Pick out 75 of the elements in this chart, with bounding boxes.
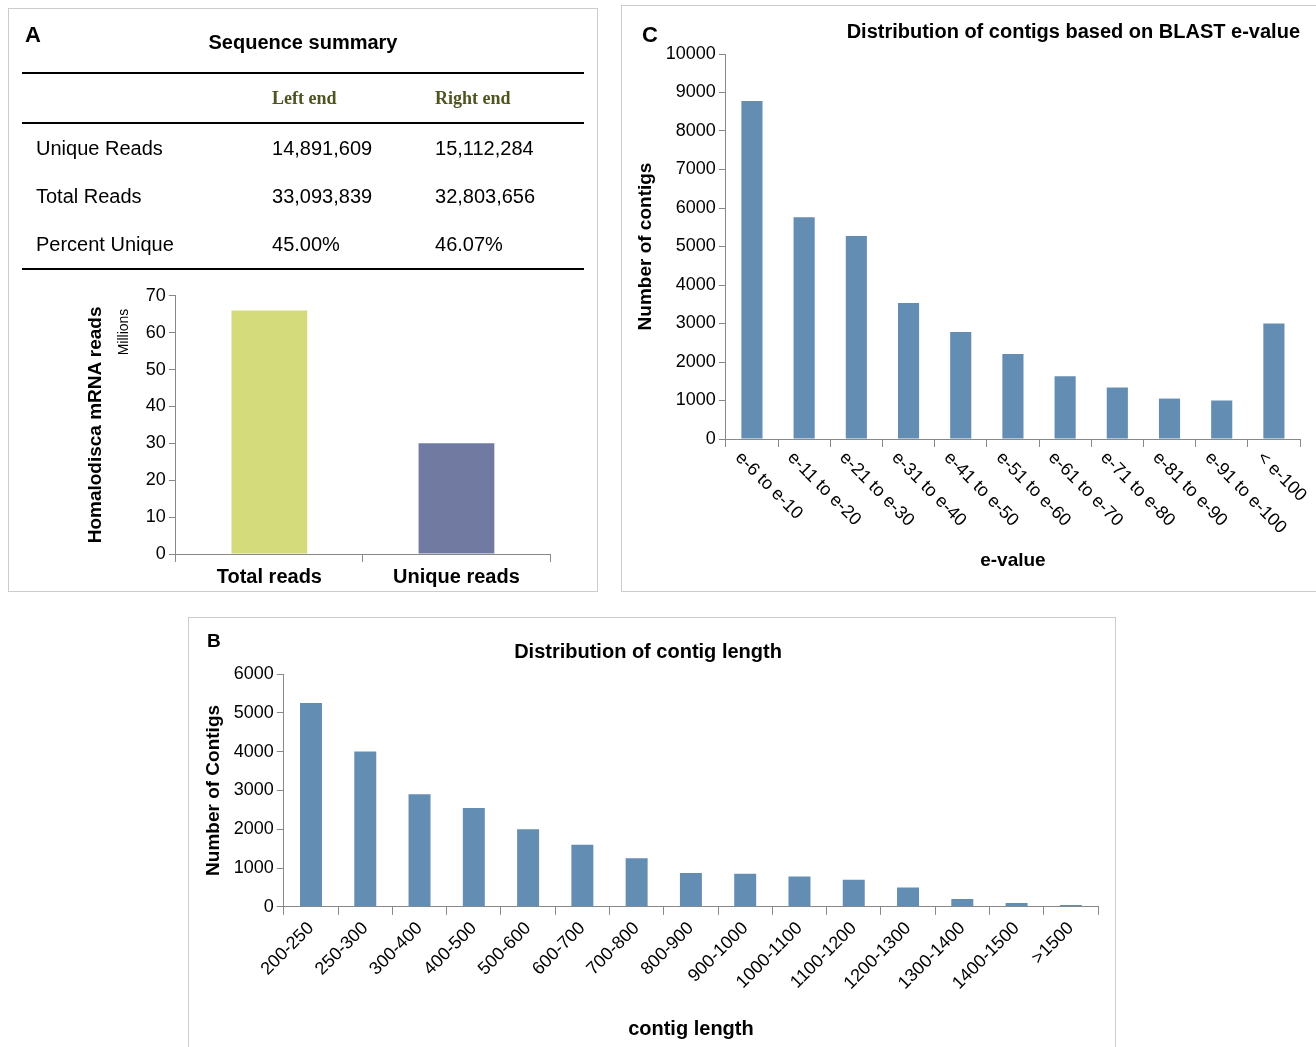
text: Millions — [115, 308, 131, 356]
y-tick-label: 4000 — [675, 273, 716, 294]
y-tick-label: 2000 — [675, 350, 716, 371]
y-tick-label: 30 — [145, 432, 166, 453]
bar — [1211, 400, 1233, 439]
bar — [1263, 323, 1285, 439]
text: 45.00% — [272, 232, 340, 255]
text: Sequence summary — [208, 31, 398, 53]
x-tick-label: Unique reads — [393, 564, 520, 587]
bar — [571, 844, 594, 907]
y-tick-label: 1000 — [675, 389, 716, 410]
x-tick-label: Total reads — [216, 564, 322, 587]
bar — [1002, 353, 1024, 439]
y-tick-label: 0 — [263, 895, 274, 916]
bar — [299, 703, 322, 907]
y-tick-label: 0 — [155, 542, 166, 563]
bar — [517, 829, 540, 907]
text: 15,112,284 — [435, 136, 534, 159]
bar — [734, 873, 757, 907]
y-tick-label: 3000 — [233, 779, 274, 800]
text: A — [25, 22, 41, 48]
y-tick-label: 70 — [145, 284, 166, 305]
y-tick-label: 6000 — [233, 662, 274, 683]
bar — [793, 217, 815, 439]
y-axis-title: Number of Contigs — [201, 704, 223, 876]
y-axis-title: Number of contigs — [633, 162, 655, 331]
y-tick-label: 4000 — [233, 740, 274, 761]
bar — [354, 751, 377, 907]
bar — [897, 303, 920, 439]
bar — [679, 873, 702, 907]
bar — [625, 858, 648, 907]
text: 14,891,609 — [272, 136, 373, 159]
bar — [897, 887, 920, 907]
y-tick-label: 9000 — [675, 81, 716, 102]
y-tick-label: 50 — [145, 358, 166, 379]
category-label: Right end — [421, 74, 584, 123]
bar — [951, 899, 974, 907]
chart-title: Distribution of contig length — [514, 639, 782, 662]
y-tick-label: 60 — [145, 321, 166, 342]
y-tick-label: 5000 — [675, 235, 716, 256]
bar — [408, 794, 431, 907]
bar — [1158, 398, 1181, 439]
bar — [845, 236, 867, 439]
bar — [842, 879, 865, 907]
text: 33,093,839 — [272, 184, 373, 207]
bar — [1106, 387, 1128, 439]
y-tick-label: 7000 — [675, 158, 716, 179]
category-label: Percent Unique — [36, 232, 174, 255]
y-tick-label: 3000 — [675, 312, 716, 333]
bar — [950, 331, 972, 439]
y-tick-label: 8000 — [675, 119, 716, 140]
category-label: Left end — [258, 74, 422, 123]
category-label: Unique Reads — [36, 136, 163, 159]
y-tick-label: 6000 — [675, 196, 716, 217]
y-tick-label: 10000 — [665, 42, 716, 63]
y-tick-label: 2000 — [233, 818, 274, 839]
text: B — [207, 630, 221, 652]
bar — [462, 807, 485, 907]
text: 32,803,656 — [435, 184, 536, 207]
x-axis-title: contig length — [628, 1016, 754, 1039]
y-axis-title: Homalodisca mRNA reads — [83, 306, 105, 544]
y-tick-label: 0 — [705, 427, 716, 448]
text: C — [642, 22, 658, 48]
chart-title: Distribution of contigs based on BLAST e-value — [846, 19, 1300, 42]
bar — [1054, 376, 1076, 439]
y-tick-label: 5000 — [233, 701, 274, 722]
y-tick-label: 40 — [145, 395, 166, 416]
bar — [741, 100, 763, 439]
text: 46.07% — [435, 232, 503, 255]
category-label: Total Reads — [36, 184, 142, 207]
y-tick-label: 10 — [145, 506, 166, 527]
y-tick-label: 20 — [145, 469, 166, 490]
y-tick-label: 1000 — [233, 857, 274, 878]
x-axis-title: e-value — [980, 548, 1046, 570]
bar — [788, 876, 811, 907]
